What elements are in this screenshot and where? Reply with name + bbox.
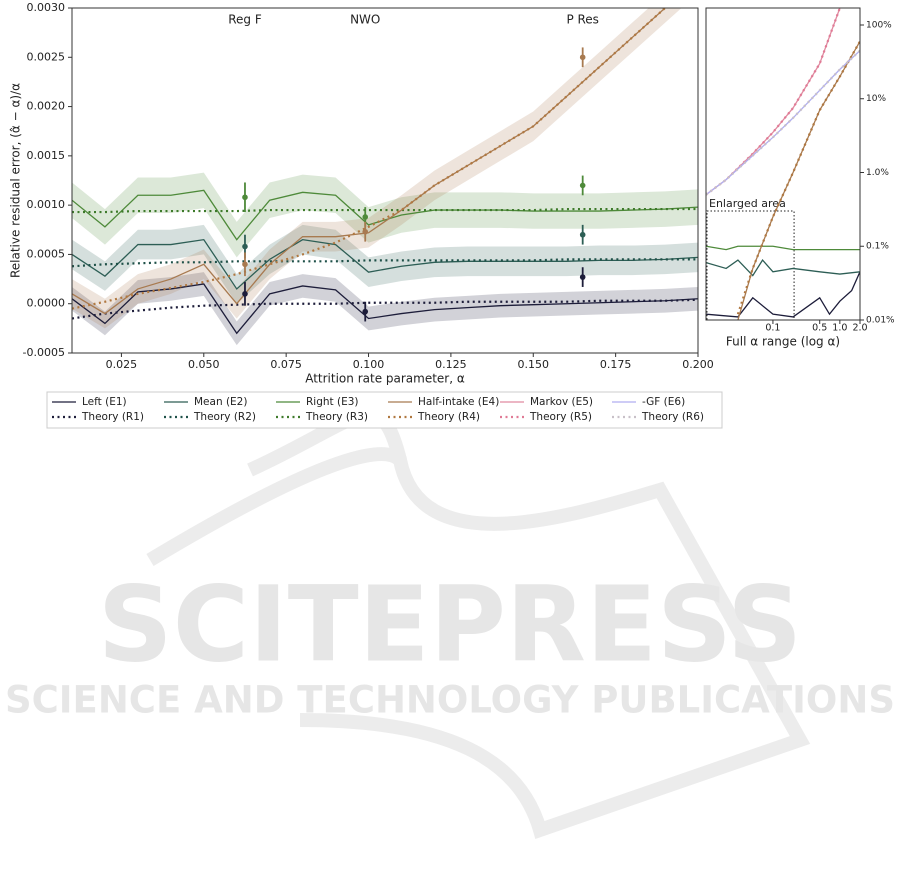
legend-label: Theory (R3): [305, 411, 368, 423]
x-tick-label: 0.025: [106, 358, 138, 371]
y-tick-label: 10%: [866, 94, 886, 104]
plot: Enlarged area: [706, 8, 860, 320]
annotation: Reg F: [228, 13, 262, 27]
legend-label: Half-intake (E4): [418, 396, 499, 408]
marker: [362, 214, 369, 220]
legend-label: Theory (R5): [529, 411, 592, 423]
main-chart: -0.0005 0.0000 0.0005 0.0010 0.0015 0.0020 0.0…: [9, 1, 714, 386]
x-tick-label: 0.100: [353, 358, 385, 371]
legend-label: -GF (E6): [642, 396, 685, 408]
legend-label: Right (E3): [306, 396, 359, 408]
x-tick-label: 0.5: [812, 323, 827, 334]
x-tick-label: 0.125: [435, 358, 467, 371]
y-tick-label: 0.01%: [866, 316, 895, 326]
error-band: [72, 172, 698, 258]
legend-label: Theory (R2): [193, 411, 256, 423]
y-tick-label: 0.0005: [27, 247, 66, 260]
y-tick-label: 0.0000: [27, 297, 66, 310]
theory-line: [706, 8, 841, 196]
marker: [579, 54, 586, 61]
inset-chart: 0.01% 0.1% 1.0% 10% 100% 0.1 0.5 1.0 2.0 Full α r…: [705, 7, 895, 349]
legend-label: Left (E1): [82, 396, 127, 408]
watermark-subtitle: SCIENCE AND TECHNOLOGY PUBLICATIONS: [5, 679, 895, 722]
watermark-title: SCITEPRESS: [98, 563, 802, 685]
marker: [242, 291, 248, 297]
theory-line: [72, 298, 698, 320]
legend-label: Mean (E2): [194, 396, 247, 408]
y-tick-label: 0.0020: [27, 100, 66, 113]
legend: Left (E1) Theory (R1) Mean (E2) Theory (R2)…: [52, 396, 704, 423]
x-tick-label: 0.200: [682, 358, 714, 371]
marker: [242, 261, 248, 268]
data-line: [706, 50, 860, 196]
data-line: [706, 8, 841, 196]
plot-frame: [705, 7, 861, 321]
legend-label: Theory (R1): [81, 411, 144, 423]
data-line: [737, 41, 860, 320]
y-tick-label: 1.0%: [866, 168, 889, 178]
y-tick-label: -0.0005: [23, 346, 65, 359]
data-line: [72, 283, 698, 335]
annotation: NWO: [350, 13, 380, 27]
y-tick-label: 0.0030: [27, 1, 66, 14]
marker: [579, 182, 586, 189]
data-line: [706, 258, 860, 277]
marker: [242, 243, 248, 250]
data-line: [72, 189, 698, 241]
data-line: [706, 271, 860, 318]
enlarged-area: [706, 210, 795, 320]
marker: [362, 308, 369, 315]
marker: [579, 231, 586, 238]
legend-label: Theory (R6): [641, 411, 704, 423]
theory-line: [736, 40, 860, 315]
plot-frame: [71, 7, 699, 354]
y-tick-label: 0.0015: [27, 149, 66, 162]
marker: [362, 228, 369, 235]
data-line: [72, 238, 698, 290]
data-line: [706, 245, 860, 251]
x-axis-label: Attrition rate parameter, α: [305, 372, 465, 386]
x-axis-label: Full α range (log α): [726, 335, 840, 349]
x-tick-label: 0.050: [188, 358, 220, 371]
x-tick-label: 0.150: [518, 358, 550, 371]
theory-line: [72, 8, 667, 310]
x-tick-label: 0.075: [270, 358, 302, 371]
plot: [72, 8, 698, 346]
legend-label: Markov (E5): [530, 396, 593, 408]
marker: [579, 274, 586, 280]
marker: [242, 194, 248, 201]
y-tick-label: 0.1%: [866, 242, 889, 252]
error-band: [72, 224, 698, 304]
annotation: P Res: [566, 13, 598, 27]
x-tick-label: 0.175: [600, 358, 632, 371]
y-tick-label: 0.0010: [27, 198, 66, 211]
y-axis-label: Relative residual error, (α̂ − α)/α: [9, 83, 23, 278]
error-band: [72, 272, 698, 346]
x-tick-label: 0.1: [765, 323, 780, 334]
x-tick-label: 1.0: [832, 323, 847, 334]
enlarged-area-label: Enlarged area: [709, 197, 786, 210]
x-tick-label: 2.0: [852, 323, 867, 334]
y-tick-label: 0.0025: [27, 50, 66, 63]
y-tick-label: 100%: [866, 20, 892, 30]
legend-box: [46, 391, 723, 429]
legend-label: Theory (R4): [417, 411, 480, 423]
